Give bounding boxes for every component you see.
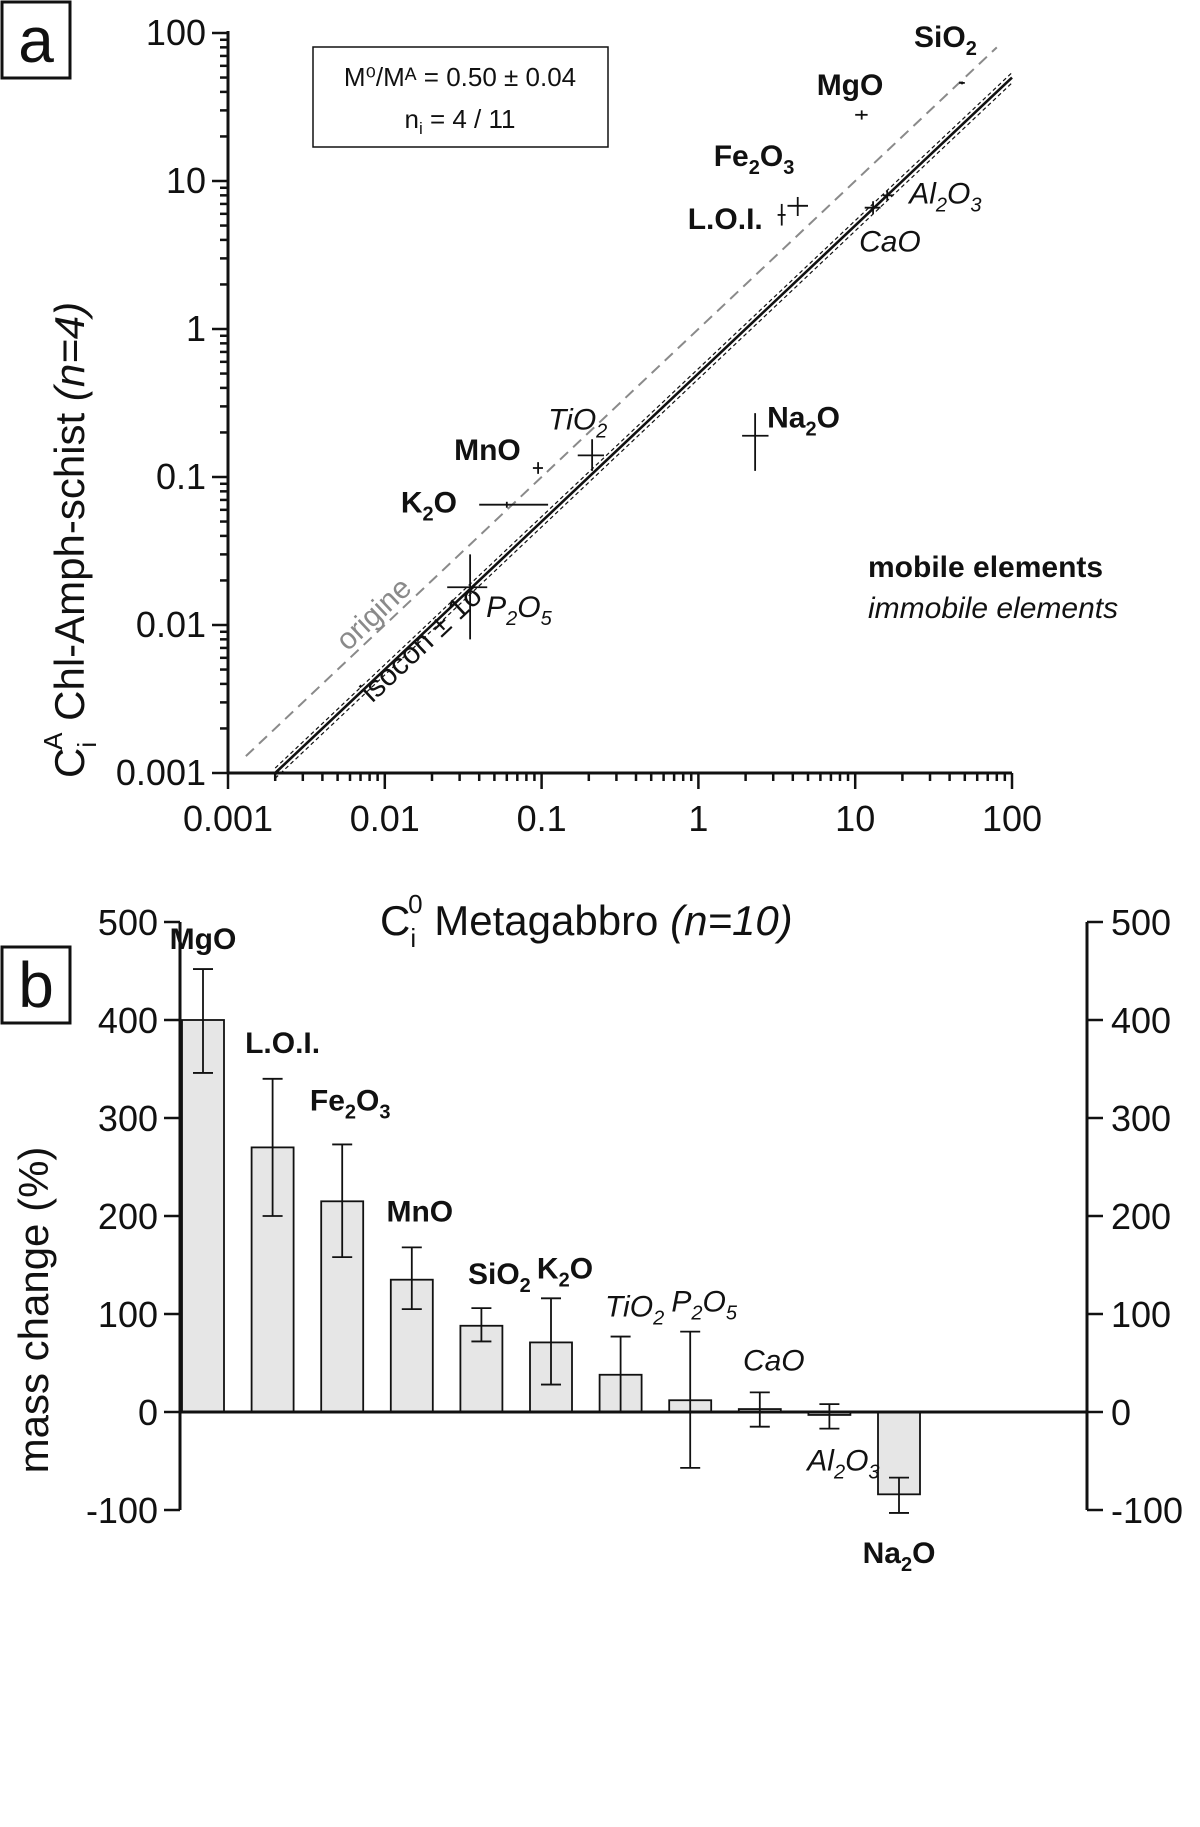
right-tick-label-500: 500 [1111,902,1171,943]
point-label-sio2: SiO2 [914,21,977,60]
bar-label-mgo: MgO [170,923,237,956]
y-tick-label-100: 100 [146,12,206,53]
ni-text: ni = 4 / 11 [404,104,515,138]
y-tick-label-0-01: 0.01 [136,604,206,645]
panel-a-y-axis-title: CiA Chl-Amph-schist (n=4) [38,302,102,778]
y-tick-label-0-001: 0.001 [116,752,206,793]
point-label-tio2: TiO2 [548,403,607,442]
bar-label-k2o: K2O [537,1252,593,1291]
right-tick-label-200: 200 [1111,1196,1171,1237]
panel-b-letter-box [0,945,72,1025]
point-tio2: TiO2 [548,403,607,471]
right-tick-label-300: 300 [1111,1098,1171,1139]
bar-mgo [181,1019,225,1413]
error-bar-na2o [889,1476,909,1514]
point-label-l-o-i: L.O.I. [688,203,763,236]
point-l-o-i: L.O.I. [688,203,786,236]
right-tick-label-400: 400 [1111,1000,1171,1041]
point-mgo: MgO [817,69,884,120]
left-tick-label-500: 500 [98,902,158,943]
point-cao: CaO [859,201,921,259]
bar-label-p2o5: P2O5 [671,1286,737,1325]
bar-label-fe2o3: Fe2O3 [310,1084,391,1123]
point-label-p2o5: P2O5 [486,591,552,630]
ratio-box [312,46,609,148]
error-bar-sio2 [471,1307,492,1343]
x-tick-label-0-1: 0.1 [517,798,567,839]
reference-lines [245,46,1013,779]
error-bar-k2o [541,1297,561,1386]
y-tick-label-10: 10 [166,160,206,201]
error-bar-fe2o3 [332,1143,353,1259]
left-tick-label-100: -100 [86,1490,158,1531]
bar-label-tio2: TiO2 [605,1291,664,1330]
origin-line [245,46,998,757]
bar-label-mno: MnO [386,1195,453,1228]
x-tick-label-0-01: 0.01 [350,798,420,839]
bar-label-l-o-i: L.O.I. [245,1027,320,1060]
error-bar-mno [401,1246,422,1310]
panel-b-bar-chart: b 500 500 400 400 300 300 200 200 100 100 0 0 -100 -1… [0,902,1183,1576]
bar-label-al2o3: Al2O3 [805,1445,879,1484]
left-tick-label-100: 100 [98,1294,158,1335]
panel-a-letter: a [18,4,54,76]
left-tick-label-200: 200 [98,1196,158,1237]
point-label-mno: MnO [454,434,521,467]
point-p2o5: P2O5 [447,554,553,640]
y-tick-label-1: 1 [186,308,206,349]
point-na2o: Na2O [742,402,840,471]
bar-label-na2o: Na2O [863,1537,936,1576]
x-tick-label-1: 1 [688,798,708,839]
y-tick-label-0-1: 0.1 [156,456,206,497]
point-mno: MnO [454,434,543,474]
error-bar-al2o3 [819,1403,840,1430]
point-sio2: SiO2 [914,21,977,85]
panel-a-points: SiO2 MgO Fe2O3 L.O.I. Al2O3 CaO Na2O TiO2 MnO K2O… [401,21,981,640]
x-tick-label-100: 100 [982,798,1042,839]
point-al2o3: Al2O3 [882,177,981,216]
panel-a-scatter: a M⁰/Mᴬ = 0.50 ± 0.04 ni = 4 / 11 origin… [0,0,1118,953]
left-tick-label-400: 400 [98,1000,158,1041]
panel-b-y-axis-title: mass change (%) [10,1147,57,1474]
panel-b-axes: 500 500 400 400 300 300 200 200 100 100 0 0 -100 -100 [86,902,1183,1531]
isocon-upper-band [274,72,1013,769]
point-k2o: K2O [401,487,549,526]
point-label-fe2o3: Fe2O3 [714,140,795,179]
legend-mobile: mobile elements [868,551,1103,584]
panel-a-letter-box [0,0,72,80]
isocon-line [274,76,1013,774]
point-label-mgo: MgO [817,69,884,102]
right-tick-label-0: 0 [1111,1392,1131,1433]
point-label-k2o: K2O [401,487,457,526]
legend-immobile: immobile elements [868,592,1118,625]
error-bar-p2o5 [680,1330,701,1469]
error-bar-mgo [193,968,213,1074]
bar-label-cao: CaO [743,1344,805,1377]
error-bar-cao [749,1391,770,1428]
right-tick-label-100: -100 [1111,1490,1183,1531]
point-label-cao: CaO [859,226,921,259]
error-bar-l-o-i [262,1077,283,1217]
bar-label-sio2: SiO2 [468,1258,531,1297]
right-tick-label-100: 100 [1111,1294,1171,1335]
left-tick-label-0: 0 [138,1392,158,1433]
point-label-al2o3: Al2O3 [907,177,981,216]
left-tick-label-300: 300 [98,1098,158,1139]
x-tick-label-10: 10 [835,798,875,839]
panel-b-letter: b [18,949,54,1021]
panel-a-x-axis-title: Ci0 Metagabbro (n=10) [380,889,793,953]
point-label-na2o: Na2O [767,402,840,441]
point-fe2o3: Fe2O3 [714,140,808,217]
ratio-text: M⁰/Mᴬ = 0.50 ± 0.04 [344,62,576,92]
isocon-lower-band [274,82,1013,779]
x-tick-label-0-001: 0.001 [183,798,273,839]
panel-a-axes: 0.001 0.01 0.1 1 10 100 0.001 0.01 0.1 1 10 100 [116,12,1042,839]
